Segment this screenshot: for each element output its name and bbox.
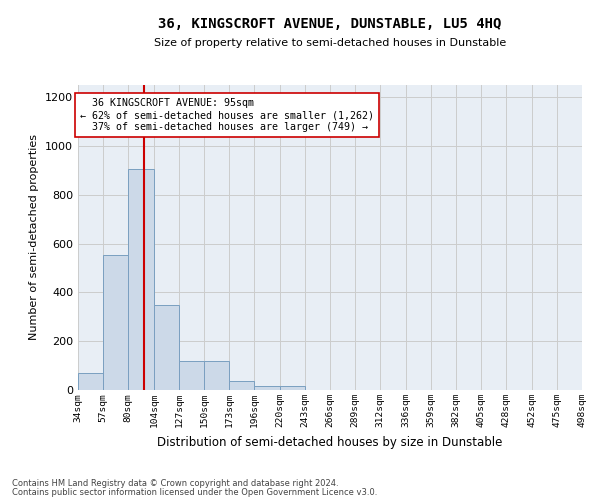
Bar — [154, 304, 179, 390]
Text: Size of property relative to semi-detached houses in Dunstable: Size of property relative to semi-detach… — [154, 38, 506, 48]
Y-axis label: Number of semi-detached properties: Number of semi-detached properties — [29, 134, 40, 340]
Bar — [229, 382, 254, 390]
Text: Contains public sector information licensed under the Open Government Licence v3: Contains public sector information licen… — [12, 488, 377, 497]
Bar — [179, 360, 204, 390]
Bar — [280, 386, 305, 390]
Bar — [128, 169, 154, 390]
Bar — [254, 386, 280, 390]
X-axis label: Distribution of semi-detached houses by size in Dunstable: Distribution of semi-detached houses by … — [157, 436, 503, 448]
Text: Contains HM Land Registry data © Crown copyright and database right 2024.: Contains HM Land Registry data © Crown c… — [12, 478, 338, 488]
Text: 36, KINGSCROFT AVENUE, DUNSTABLE, LU5 4HQ: 36, KINGSCROFT AVENUE, DUNSTABLE, LU5 4H… — [158, 18, 502, 32]
Bar — [78, 373, 103, 390]
Bar — [204, 360, 229, 390]
Text: 36 KINGSCROFT AVENUE: 95sqm
← 62% of semi-detached houses are smaller (1,262)
  : 36 KINGSCROFT AVENUE: 95sqm ← 62% of sem… — [80, 98, 374, 132]
Bar — [103, 254, 128, 390]
